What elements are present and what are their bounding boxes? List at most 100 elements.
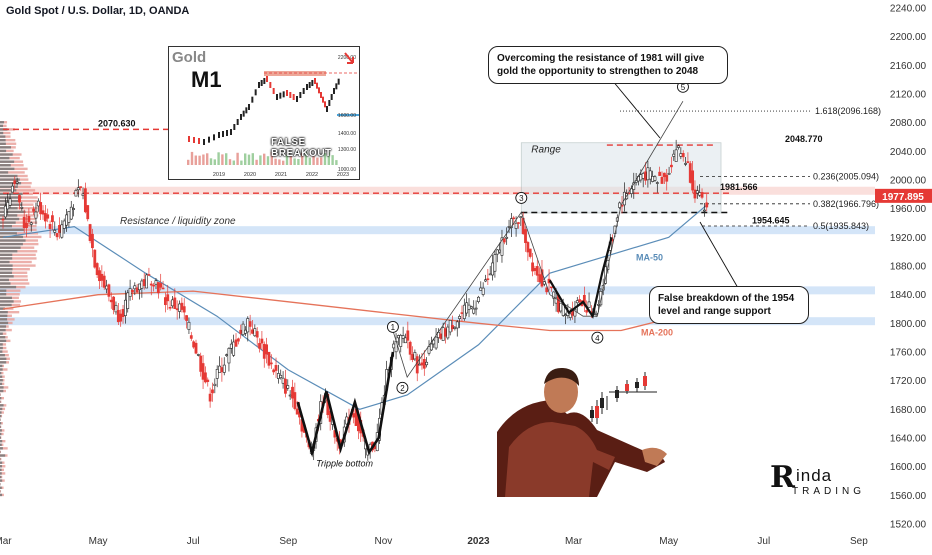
inset-candle bbox=[306, 84, 308, 90]
candle-body bbox=[89, 224, 91, 240]
volume-profile-bar bbox=[0, 368, 3, 370]
candle-body bbox=[456, 322, 458, 328]
candle-body bbox=[157, 282, 159, 292]
candle-body bbox=[682, 153, 684, 157]
candle-body bbox=[407, 331, 409, 341]
candle-body bbox=[273, 370, 275, 372]
volume-profile-bar bbox=[0, 386, 4, 388]
candle-body bbox=[96, 263, 98, 274]
candle-body bbox=[153, 285, 155, 286]
candle-body bbox=[576, 301, 578, 303]
volume-profile-bar bbox=[0, 150, 6, 152]
volume-profile-bar bbox=[0, 264, 13, 266]
inset-candle bbox=[193, 137, 195, 143]
fib-label: 0.382(1966.796) bbox=[813, 199, 879, 209]
candle-body bbox=[230, 344, 232, 348]
candle-body bbox=[183, 307, 185, 313]
note-false-breakdown-text: False breakdown of the 1954 level and ra… bbox=[658, 293, 794, 317]
inset-resistance-zone bbox=[264, 71, 326, 76]
volume-profile-bar bbox=[0, 186, 18, 188]
inset-candle bbox=[331, 94, 333, 100]
candle-body bbox=[595, 313, 597, 314]
volume-profile-bar bbox=[0, 336, 5, 338]
current-price-label: 1977.895 bbox=[882, 192, 924, 203]
volume-profile-bar bbox=[0, 354, 5, 356]
candle-body bbox=[218, 366, 220, 372]
candle-body bbox=[258, 343, 260, 348]
candle-body bbox=[256, 331, 258, 337]
volume-profile-bar bbox=[0, 332, 3, 334]
y-tick-label: 1960.00 bbox=[890, 204, 927, 215]
candle-body bbox=[393, 344, 395, 348]
inset-candle bbox=[322, 97, 324, 103]
logo-line1: inda bbox=[796, 466, 832, 486]
candle-body bbox=[216, 369, 218, 378]
volume-profile-bar bbox=[0, 479, 2, 481]
inset-candle bbox=[338, 79, 340, 85]
candle-body bbox=[235, 340, 237, 347]
volume-profile-bar bbox=[0, 365, 2, 367]
inset-candle bbox=[188, 136, 190, 142]
volume-profile-bar bbox=[0, 171, 8, 173]
liquidity-zone bbox=[0, 226, 875, 234]
inset-volume-bar bbox=[202, 154, 204, 165]
volume-profile-bar bbox=[0, 372, 1, 374]
candle-body bbox=[524, 229, 526, 242]
inset-candle bbox=[251, 97, 253, 103]
volume-profile-bar bbox=[0, 415, 1, 417]
volume-profile-bar bbox=[0, 293, 6, 295]
candle-body bbox=[174, 298, 176, 309]
inset-candle bbox=[279, 93, 281, 99]
candle-body bbox=[473, 309, 475, 313]
volume-profile-bar bbox=[0, 465, 2, 467]
candle-body bbox=[54, 230, 56, 232]
volume-profile-bar bbox=[0, 404, 4, 406]
candle-body bbox=[466, 303, 468, 313]
volume-profile-bar bbox=[0, 279, 9, 281]
inset-candle bbox=[309, 82, 311, 88]
wave-point-label: 2 bbox=[400, 384, 405, 393]
inset-candle bbox=[237, 119, 239, 125]
candle-body bbox=[435, 337, 437, 348]
candle-body bbox=[656, 183, 658, 184]
candle-body bbox=[200, 356, 202, 371]
x-tick-label: May bbox=[89, 536, 108, 547]
inset-volume-bar bbox=[335, 160, 337, 165]
candle-body bbox=[42, 211, 44, 215]
candle-body bbox=[487, 279, 489, 280]
candle-body bbox=[470, 307, 472, 309]
volume-profile-bar bbox=[0, 444, 2, 446]
candle-body bbox=[475, 308, 477, 309]
candle-body bbox=[7, 202, 9, 209]
candle-body bbox=[134, 286, 136, 289]
candle-body bbox=[61, 225, 63, 237]
inset-volume-bar bbox=[274, 159, 276, 165]
candle-body bbox=[193, 342, 195, 347]
x-tick-label: Sep bbox=[850, 536, 868, 547]
candle-body bbox=[73, 208, 75, 209]
volume-profile-bar bbox=[0, 211, 26, 213]
volume-profile-bar bbox=[0, 143, 6, 145]
candle-body bbox=[696, 191, 698, 193]
volume-profile-bar bbox=[0, 350, 2, 352]
candle-body bbox=[87, 205, 89, 218]
candle-body bbox=[491, 263, 493, 275]
wave-point-label: 4 bbox=[595, 334, 600, 343]
x-tick-label: Mar bbox=[565, 536, 583, 547]
inset-volume-bar bbox=[293, 158, 295, 165]
candle-body bbox=[204, 373, 206, 382]
candle-body bbox=[416, 357, 418, 374]
candle-body bbox=[426, 362, 428, 365]
candle-body bbox=[120, 314, 122, 321]
candle-body bbox=[287, 386, 289, 389]
candle-body bbox=[684, 163, 686, 164]
inset-candle bbox=[326, 106, 328, 112]
inset-candle bbox=[314, 78, 316, 84]
candle-body bbox=[225, 355, 227, 356]
candle-body bbox=[433, 340, 435, 344]
y-tick-label: 1800.00 bbox=[890, 319, 927, 330]
candle-body bbox=[58, 225, 60, 232]
candle-body bbox=[268, 352, 270, 365]
